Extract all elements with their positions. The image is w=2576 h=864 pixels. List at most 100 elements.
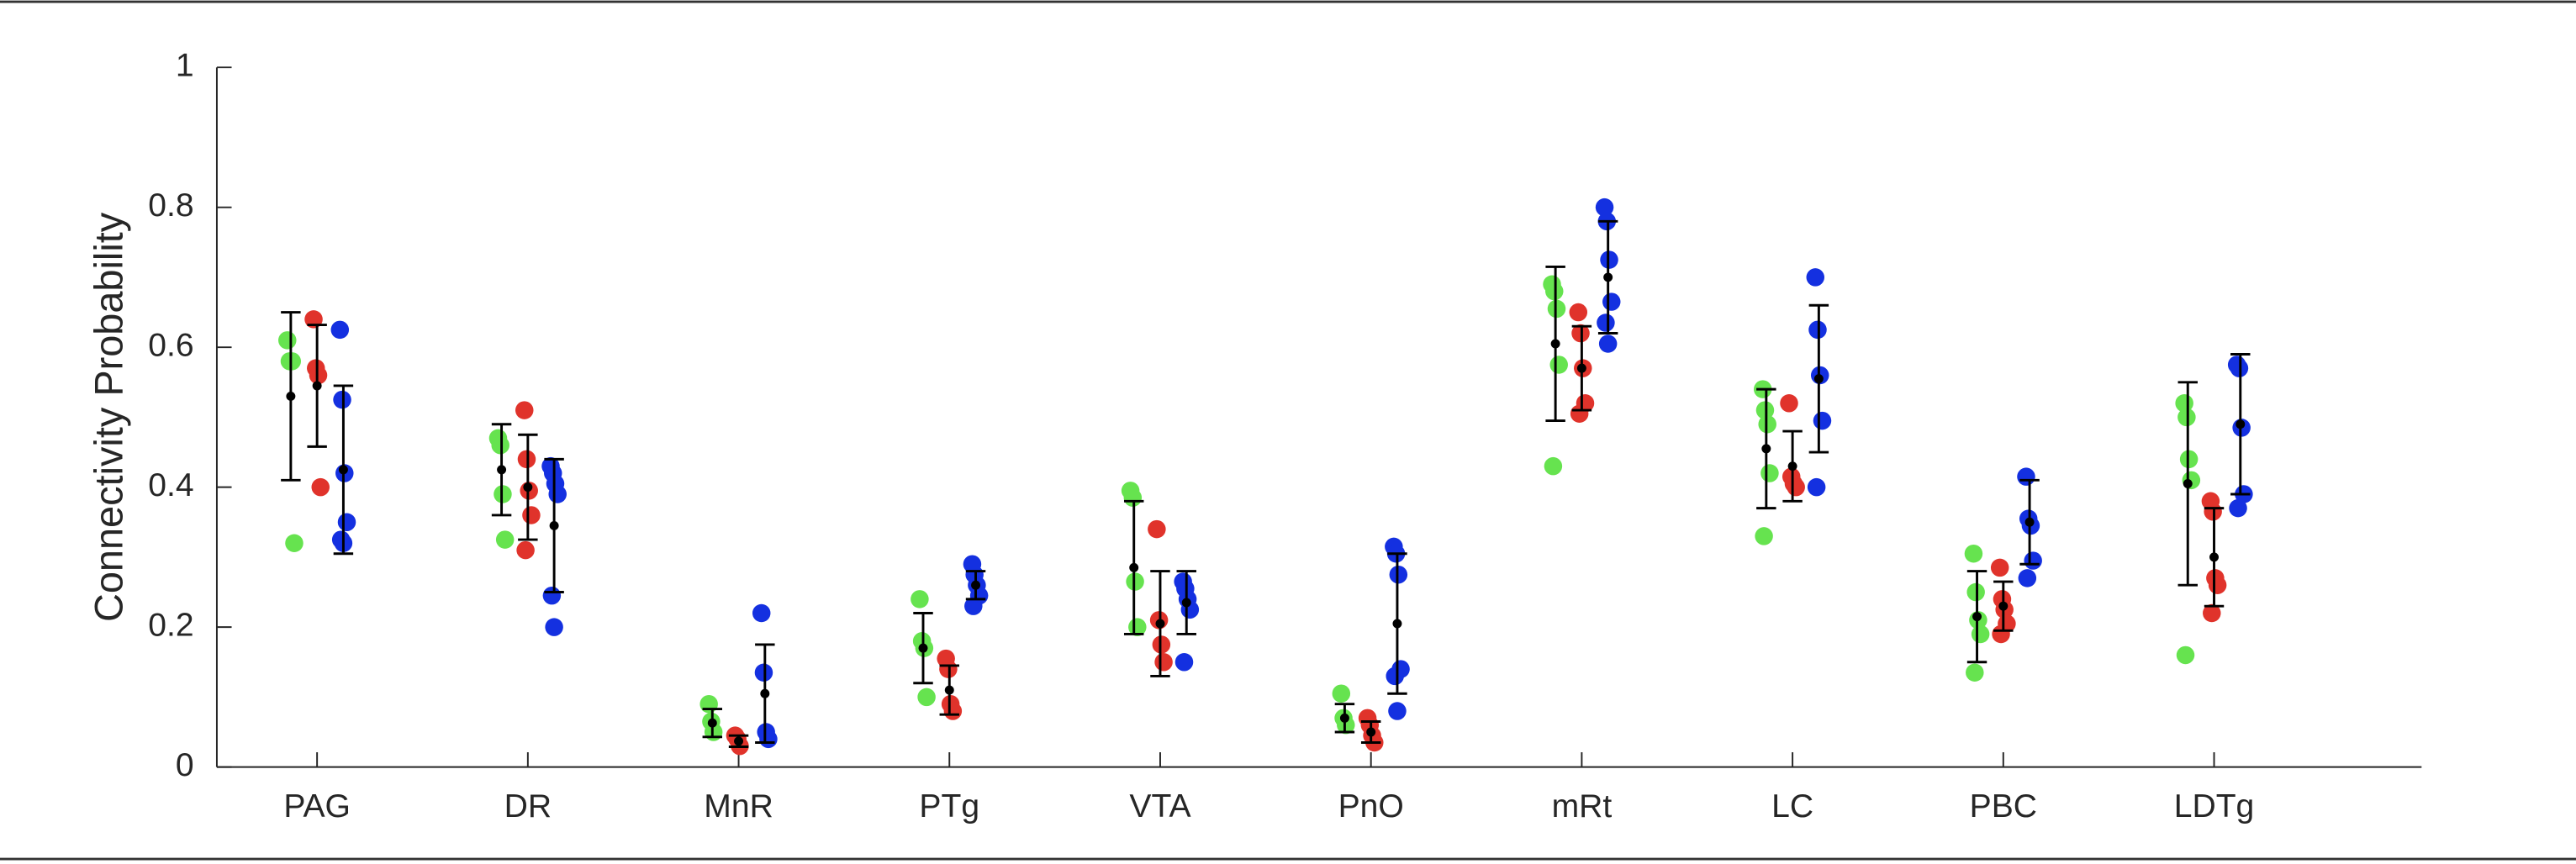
data-point <box>964 597 983 615</box>
mean-dot <box>2183 479 2193 488</box>
x-tick-label: LDTg <box>2174 788 2255 824</box>
data-point <box>1760 464 1779 482</box>
data-point <box>545 618 563 636</box>
data-point <box>1175 653 1194 672</box>
data-point <box>1807 477 1826 497</box>
mean-dot <box>760 688 770 698</box>
mean-dot <box>1603 272 1613 282</box>
mean-dot <box>1392 619 1402 629</box>
data-point <box>759 730 778 749</box>
mean-dot <box>971 580 981 590</box>
mean-dot <box>1339 713 1349 723</box>
mean-dot <box>707 718 717 728</box>
mean-dot <box>286 391 296 401</box>
mean-dot <box>1972 612 1982 622</box>
mean-dot <box>2236 419 2246 429</box>
data-point <box>699 694 718 714</box>
mean-dot <box>1998 601 2009 611</box>
x-tick-label: PBC <box>1970 788 2037 824</box>
mean-dot <box>1787 461 1797 472</box>
data-point <box>1388 702 1407 720</box>
data-point <box>278 331 297 350</box>
data-point <box>542 586 562 605</box>
mean-dot <box>549 520 559 530</box>
mean-dot <box>1155 619 1165 629</box>
data-point <box>1813 411 1832 430</box>
data-point <box>1598 335 1618 353</box>
data-point <box>1595 198 1614 217</box>
x-tick-label: PTg <box>919 788 979 824</box>
data-point <box>752 603 771 623</box>
y-tick-label: 1 <box>176 48 194 84</box>
mean-dot <box>2209 552 2219 562</box>
mean-dot <box>1550 339 1560 349</box>
x-tick-label: PAG <box>283 788 351 824</box>
data-point <box>1966 663 1984 682</box>
mean-dot <box>918 643 928 653</box>
y-tick-label: 0.8 <box>148 187 193 224</box>
data-point <box>911 590 929 608</box>
mean-dot <box>1181 598 1191 608</box>
x-tick-label: DR <box>504 788 552 824</box>
x-tick-label: MnR <box>704 788 773 824</box>
mean-dot <box>734 736 744 746</box>
data-point <box>522 506 541 524</box>
x-tick-label: mRt <box>1552 788 1613 824</box>
data-point <box>943 702 963 720</box>
data-point <box>516 540 535 560</box>
mean-dot <box>1576 363 1586 373</box>
y-axis-label: Connectivity Probability <box>87 212 130 622</box>
data-point <box>1780 394 1798 413</box>
data-point <box>330 320 350 340</box>
mean-dot <box>312 381 322 391</box>
mean-dot <box>944 685 954 695</box>
mean-dot <box>1129 562 1139 572</box>
data-point <box>495 530 515 549</box>
data-point <box>1332 684 1351 703</box>
y-tick-label: 0.6 <box>148 327 193 363</box>
data-point <box>917 688 936 707</box>
data-point <box>1154 653 1173 672</box>
data-point <box>2017 467 2035 486</box>
y-tick-label: 0 <box>176 747 194 783</box>
data-point <box>1755 527 1773 545</box>
data-point <box>311 477 330 497</box>
mean-dot <box>1366 727 1376 737</box>
data-point <box>1992 624 2010 644</box>
data-point <box>1971 624 1990 644</box>
data-point <box>548 485 567 503</box>
data-point <box>1964 544 1983 563</box>
data-point <box>1569 303 1588 322</box>
x-tick-label: LC <box>1771 788 1813 824</box>
data-point <box>337 513 356 532</box>
y-tick-label: 0.2 <box>148 607 193 643</box>
data-point <box>1549 356 1568 374</box>
data-point <box>2229 498 2247 518</box>
data-point <box>1386 666 1404 686</box>
data-point <box>1806 268 1825 287</box>
data-point <box>2024 551 2042 570</box>
mean-dot <box>338 465 348 475</box>
y-tick-label: 0.4 <box>148 467 193 503</box>
data-point <box>2208 576 2227 594</box>
data-point <box>2018 569 2037 587</box>
data-point <box>2203 603 2221 623</box>
data-point <box>1148 519 1166 539</box>
mean-dot <box>1813 374 1824 384</box>
data-point <box>1990 558 2009 577</box>
data-point <box>2176 645 2195 665</box>
data-point <box>1602 292 1621 311</box>
data-point <box>1597 313 1615 332</box>
mean-dot <box>2024 517 2035 527</box>
mean-dot <box>1761 444 1771 454</box>
data-point <box>1544 456 1563 476</box>
data-point <box>1787 477 1805 497</box>
data-point <box>515 401 534 419</box>
x-tick-label: VTA <box>1129 788 1190 824</box>
mean-dot <box>523 482 533 493</box>
mean-dot <box>497 465 507 475</box>
x-tick-label: PnO <box>1338 788 1404 824</box>
data-point <box>285 534 304 552</box>
